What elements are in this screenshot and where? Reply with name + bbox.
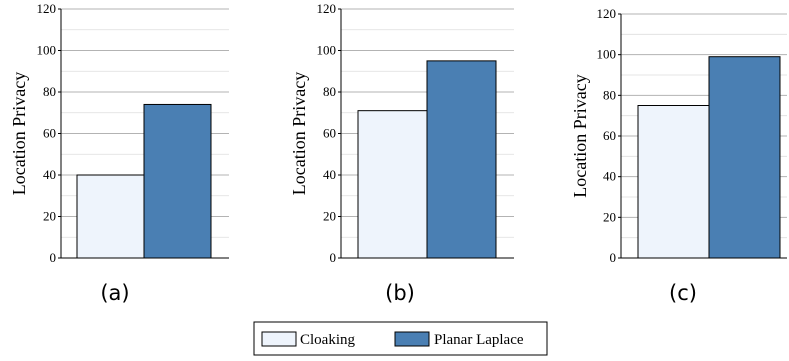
- bar-cloaking: [76, 174, 145, 259]
- y-tick-label: 120: [317, 1, 337, 16]
- y-tick-label: 100: [597, 47, 617, 62]
- bar-cloaking: [357, 110, 428, 259]
- panel-label: (b): [385, 281, 415, 305]
- bar-planar-laplace: [426, 60, 497, 259]
- y-tick-label: 80: [323, 84, 336, 99]
- y-axis-label: Location Privacy: [570, 74, 590, 197]
- y-tick-label: 80: [43, 84, 56, 99]
- y-axis-label: Location Privacy: [9, 72, 29, 195]
- panel-label: (c): [669, 281, 697, 305]
- panels: 0 20 40 60 80 100 120 Location Privacy (a) 0 20 40 6…: [9, 1, 787, 305]
- bar-cloaking: [637, 105, 710, 259]
- legend-label-cloaking: Cloaking: [300, 332, 355, 348]
- y-tick-label: 80: [603, 87, 616, 102]
- panel-label: (a): [100, 281, 129, 305]
- legend: Cloaking Planar Laplace: [253, 321, 548, 356]
- chart-panel-c: 0 20 40 60 80 100 120 Location Privacy (c): [570, 6, 787, 305]
- bar-planar-laplace: [143, 103, 212, 259]
- y-tick-label: 40: [323, 167, 336, 182]
- y-tick-label: 120: [597, 6, 617, 21]
- legend-label-planar-laplace: Planar Laplace: [434, 332, 524, 348]
- legend-swatch-planar-laplace: [394, 331, 430, 347]
- y-tick-label: 60: [603, 128, 616, 143]
- y-tick-label: 20: [323, 209, 336, 224]
- chart-panel-a: 0 20 40 60 80 100 120 Location Privacy (a): [9, 1, 229, 305]
- y-tick-label: 0: [50, 250, 57, 265]
- y-tick-label: 100: [37, 43, 57, 58]
- y-tick-label: 60: [43, 126, 56, 141]
- y-axis-label: Location Privacy: [289, 72, 309, 195]
- y-tick-label: 20: [43, 209, 56, 224]
- y-tick-label: 0: [330, 250, 337, 265]
- chart-panel-b: 0 20 40 60 80 100 120 Location Privacy (b): [289, 1, 514, 305]
- y-tick-label: 0: [610, 250, 617, 265]
- legend-swatch-cloaking: [261, 331, 297, 347]
- y-tick-label: 40: [603, 169, 616, 184]
- y-tick-label: 20: [603, 209, 616, 224]
- y-tick-label: 40: [43, 167, 56, 182]
- bar-planar-laplace: [708, 56, 781, 259]
- y-tick-label: 100: [317, 43, 337, 58]
- y-tick-label: 120: [37, 1, 57, 16]
- y-tick-label: 60: [323, 126, 336, 141]
